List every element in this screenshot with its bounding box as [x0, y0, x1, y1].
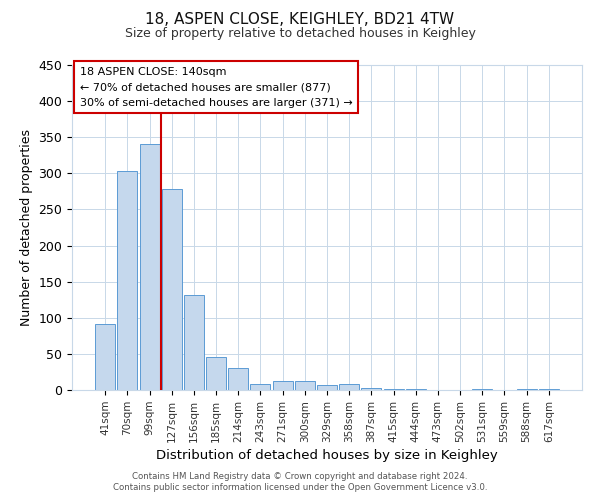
- Text: Size of property relative to detached houses in Keighley: Size of property relative to detached ho…: [125, 28, 475, 40]
- Bar: [272, 380, 293, 390]
- Bar: [339, 384, 359, 390]
- Text: 18 ASPEN CLOSE: 140sqm
← 70% of detached houses are smaller (877)
30% of semi-de: 18 ASPEN CLOSE: 140sqm ← 70% of detached…: [80, 66, 352, 108]
- Text: Contains public sector information licensed under the Open Government Licence v3: Contains public sector information licen…: [113, 484, 487, 492]
- Bar: [206, 357, 226, 390]
- X-axis label: Distribution of detached houses by size in Keighley: Distribution of detached houses by size …: [156, 449, 498, 462]
- Bar: [118, 171, 137, 390]
- Bar: [95, 324, 115, 390]
- Bar: [250, 384, 271, 390]
- Bar: [140, 144, 160, 390]
- Text: Contains HM Land Registry data © Crown copyright and database right 2024.: Contains HM Land Registry data © Crown c…: [132, 472, 468, 481]
- Bar: [539, 388, 559, 390]
- Bar: [228, 368, 248, 390]
- Y-axis label: Number of detached properties: Number of detached properties: [20, 129, 33, 326]
- Bar: [361, 388, 382, 390]
- Bar: [472, 388, 492, 390]
- Bar: [317, 385, 337, 390]
- Bar: [295, 380, 315, 390]
- Bar: [184, 296, 204, 390]
- Bar: [162, 189, 182, 390]
- Text: 18, ASPEN CLOSE, KEIGHLEY, BD21 4TW: 18, ASPEN CLOSE, KEIGHLEY, BD21 4TW: [145, 12, 455, 28]
